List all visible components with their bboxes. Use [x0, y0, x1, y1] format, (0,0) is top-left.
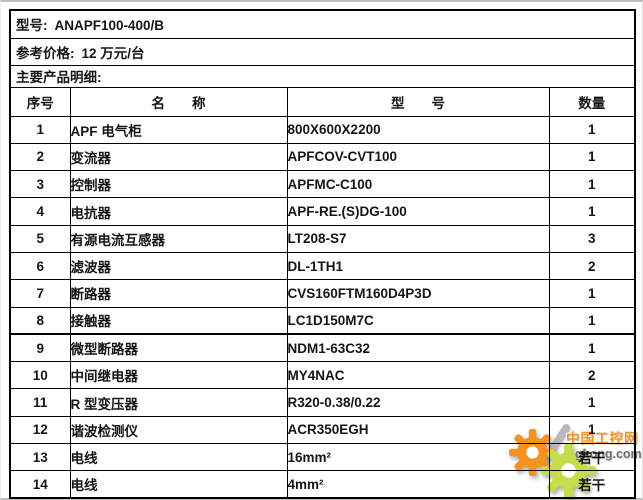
row-name: 谐波检测仪: [69, 415, 288, 445]
row-qty: 1: [548, 197, 636, 226]
row-model: LT208-S7: [286, 224, 550, 253]
row-no: 11: [9, 388, 71, 417]
row-name: R 型变压器: [69, 388, 288, 417]
row-name: 接触器: [69, 306, 288, 336]
table-row: 10 中间继电器 MY4NAC 2: [9, 361, 636, 390]
price-cell: 参考价格: 12 万元/台: [9, 37, 636, 66]
row-model: R320-0.38/0.22: [286, 388, 550, 417]
row-no: 12: [9, 415, 71, 445]
price-label: 参考价格:: [16, 45, 75, 61]
row-model: ACR350EGH: [286, 415, 550, 445]
row-qty: 1: [548, 115, 636, 144]
table-row: 6 滤波器 DL-1TH1 2: [9, 251, 636, 281]
row-qty: 1: [548, 333, 636, 363]
table-row: 7 断路器 CVS160FTM160D4P3D 1: [9, 279, 636, 308]
header-no: 序号: [9, 86, 71, 117]
row-qty: 1: [548, 170, 636, 199]
table-header-row: 序号 名 称 型 号 数量: [9, 86, 636, 117]
table-row: 4 电抗器 APF-RE.(S)DG-100 1: [9, 197, 636, 226]
row-name: 微型断路器: [69, 333, 288, 363]
price-row: 参考价格: 12 万元/台: [9, 37, 636, 66]
row-name: 控制器: [69, 170, 288, 199]
row-no: 13: [9, 443, 71, 472]
row-name: 中间继电器: [69, 361, 288, 390]
row-qty: 1: [548, 306, 636, 336]
table-row: 5 有源电流互感器 LT208-S7 3: [9, 224, 636, 253]
price-value: 12 万元/台: [81, 45, 145, 61]
row-name: APF 电气柜: [69, 115, 288, 144]
row-name: 有源电流互感器: [69, 224, 288, 253]
details-cell: 主要产品明细:: [9, 64, 636, 88]
row-qty: 3: [548, 224, 636, 253]
row-qty: 1: [548, 415, 636, 445]
model-row: 型号: ANAPF100-400/B: [9, 9, 636, 39]
row-no: 6: [9, 251, 71, 281]
row-model: CVS160FTM160D4P3D: [286, 279, 550, 308]
table-row: 3 控制器 APFMC-C100 1: [9, 170, 636, 199]
row-model: APFCOV-CVT100: [286, 142, 550, 172]
table-row: 2 变流器 APFCOV-CVT100 1: [9, 142, 636, 172]
row-no: 1: [9, 115, 71, 144]
row-model: DL-1TH1: [286, 251, 550, 281]
row-no: 5: [9, 224, 71, 253]
row-no: 10: [9, 361, 71, 390]
row-name: 变流器: [69, 142, 288, 172]
row-qty: 1: [548, 279, 636, 308]
table-row: 12 谐波检测仪 ACR350EGH 1: [9, 415, 636, 445]
header-model: 型 号: [286, 86, 550, 117]
details-label: 主要产品明细:: [16, 70, 102, 85]
details-row: 主要产品明细:: [9, 64, 636, 88]
model-cell: 型号: ANAPF100-400/B: [9, 9, 636, 39]
row-name: 电抗器: [69, 197, 288, 226]
row-model: 16mm²: [286, 443, 550, 472]
row-model: 4mm²: [286, 470, 550, 499]
row-qty: 1: [548, 388, 636, 417]
header-name: 名 称: [69, 86, 288, 117]
row-qty: 若干: [548, 470, 636, 499]
model-label: 型号:: [16, 18, 48, 34]
row-model: LC1D150M7C: [286, 306, 550, 336]
table-row: 9 微型断路器 NDM1-63C32 1: [9, 333, 636, 363]
table-row: 11 R 型变压器 R320-0.38/0.22 1: [9, 388, 636, 417]
row-model: APFMC-C100: [286, 170, 550, 199]
row-no: 9: [9, 333, 71, 363]
table-row: 13 电线 16mm² 若干: [9, 443, 636, 472]
row-qty: 2: [548, 251, 636, 281]
row-no: 4: [9, 197, 71, 226]
model-value: ANAPF100-400/B: [54, 18, 165, 34]
row-model: NDM1-63C32: [286, 333, 550, 363]
table-row: 8 接触器 LC1D150M7C 1: [9, 306, 636, 336]
row-qty: 2: [548, 361, 636, 390]
row-model: MY4NAC: [286, 361, 550, 390]
row-name: 断路器: [69, 279, 288, 308]
row-no: 7: [9, 279, 71, 308]
row-no: 14: [9, 470, 71, 499]
row-name: 滤波器: [69, 251, 288, 281]
row-model: APF-RE.(S)DG-100: [286, 197, 550, 226]
row-no: 8: [9, 306, 71, 336]
table-row: 14 电线 4mm² 若干: [9, 470, 636, 499]
header-qty: 数量: [548, 86, 636, 117]
row-name: 电线: [69, 443, 288, 472]
row-name: 电线: [69, 470, 288, 499]
row-model: 800X600X2200: [286, 115, 550, 144]
product-spec-table: 型号: ANAPF100-400/B 参考价格: 12 万元/台 主要产品明细: 序…: [9, 9, 637, 500]
row-no: 2: [9, 142, 71, 172]
row-qty: 1: [548, 142, 636, 172]
row-no: 3: [9, 170, 71, 199]
table-row: 1 APF 电气柜 800X600X2200 1: [9, 115, 636, 144]
row-qty: 若干: [548, 443, 636, 472]
